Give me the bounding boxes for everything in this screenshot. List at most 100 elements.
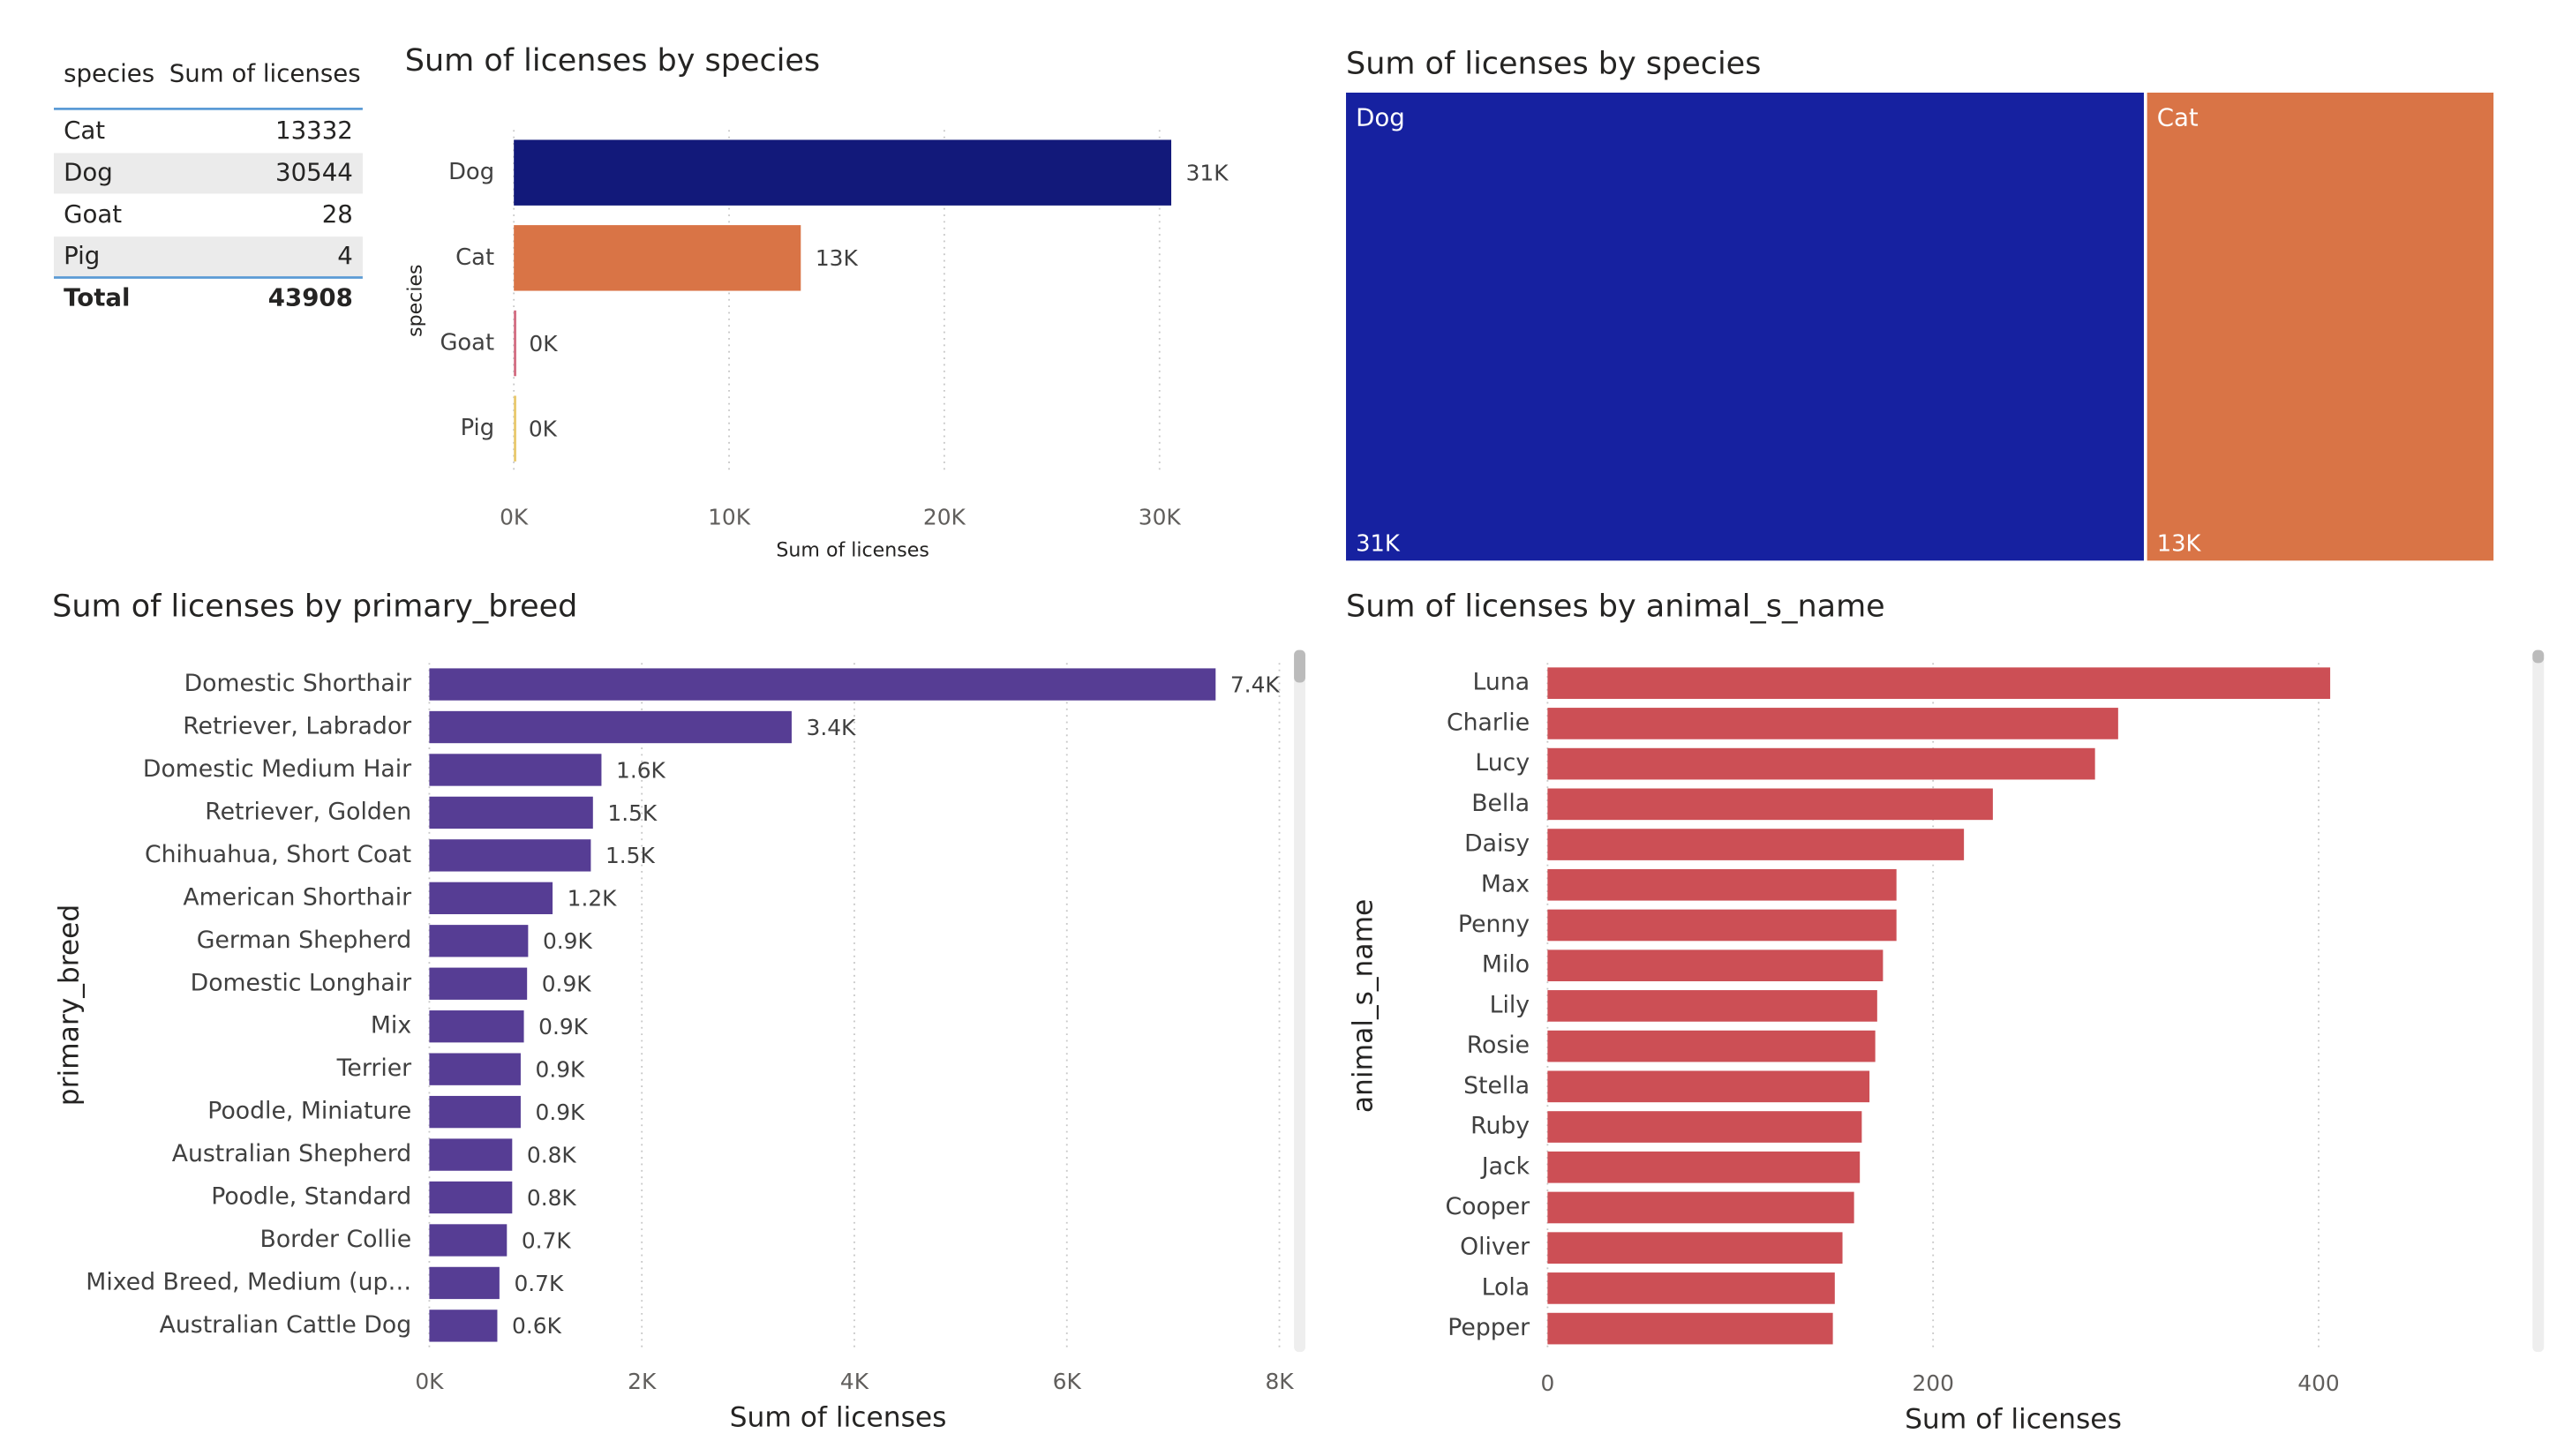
y-tick-label: Stella	[1463, 1072, 1530, 1100]
y-tick-label: Domestic Shorthair	[184, 670, 412, 697]
table-cell: 4	[337, 241, 353, 270]
x-tick-label: 6K	[1053, 1369, 1082, 1394]
x-tick-label: 20K	[923, 504, 966, 529]
data-label: 3.4K	[807, 715, 857, 740]
tile-label: Dog	[1356, 102, 1405, 131]
y-tick-label: Australian Cattle Dog	[160, 1311, 412, 1339]
table-cell: 28	[322, 199, 353, 229]
y-tick-label: Max	[1481, 870, 1530, 897]
bar	[1547, 909, 1897, 942]
data-label: 0K	[529, 417, 558, 442]
y-tick-label: Terrier	[336, 1054, 411, 1082]
bar	[429, 1224, 508, 1257]
x-tick-label: 10K	[708, 504, 751, 529]
data-label: 0.9K	[536, 1057, 586, 1083]
y-tick-label: Lola	[1482, 1273, 1530, 1301]
y-tick-label: Poodle, Miniature	[207, 1098, 411, 1125]
scrollbar	[1294, 649, 1305, 1353]
data-label: 0K	[529, 331, 558, 356]
chart-title: Sum of licenses by primary_breed	[52, 589, 577, 625]
y-tick-label: Cooper	[1445, 1193, 1530, 1220]
x-axis-label: Sum of licenses	[1905, 1403, 2122, 1435]
y-tick-label: American Shorthair	[183, 883, 411, 911]
bar	[1547, 788, 1993, 821]
column-header: Sum of licenses	[169, 59, 361, 88]
table-cell: Cat	[64, 116, 105, 145]
bar	[429, 1095, 521, 1129]
bar	[429, 1266, 500, 1300]
table-cell: 13332	[275, 116, 353, 145]
row-stripe	[54, 153, 363, 194]
bar	[429, 796, 593, 829]
x-tick-label: 400	[2297, 1370, 2339, 1396]
y-tick-label: Retriever, Golden	[205, 798, 411, 825]
y-tick-label: Ruby	[1470, 1113, 1530, 1140]
y-tick-label: Oliver	[1460, 1234, 1530, 1261]
y-tick-label: Chihuahua, Short Coat	[145, 841, 411, 868]
bar	[1547, 1111, 1862, 1143]
bar	[514, 395, 516, 462]
bar	[1547, 708, 2118, 739]
bar	[514, 310, 516, 377]
bar	[429, 1138, 513, 1171]
y-tick-label: Mixed Breed, Medium (up…	[86, 1268, 411, 1295]
bar	[1547, 1030, 1876, 1062]
row-stripe	[54, 236, 363, 278]
bar	[1547, 949, 1884, 982]
y-axis-label: primary_breed	[53, 904, 85, 1107]
bar	[429, 710, 792, 744]
x-tick-label: 200	[1912, 1370, 1953, 1396]
scrollbar-thumb	[1294, 649, 1305, 683]
y-axis-label: animal_s_name	[1347, 899, 1379, 1113]
bar	[514, 139, 1172, 206]
data-label: 0.7K	[522, 1227, 572, 1253]
y-tick-label: Goat	[440, 330, 494, 356]
data-label: 0.6K	[512, 1313, 562, 1339]
total-label: Total	[64, 282, 130, 311]
bar	[1547, 829, 1965, 860]
x-tick-label: 0K	[500, 504, 529, 529]
x-tick-label: 8K	[1265, 1369, 1294, 1394]
bar	[429, 967, 528, 1000]
x-tick-label: 30K	[1139, 504, 1182, 529]
total-value: 43908	[268, 282, 353, 311]
y-tick-label: Lucy	[1475, 749, 1530, 777]
bar	[429, 1181, 513, 1214]
y-tick-label: Dog	[448, 159, 494, 185]
data-label: 0.9K	[536, 1100, 586, 1125]
bar	[1547, 1151, 1861, 1183]
treemap-tile	[2147, 92, 2494, 561]
bar	[429, 1310, 498, 1342]
bar	[429, 1053, 521, 1085]
bar	[1547, 990, 1877, 1022]
bar	[429, 925, 529, 957]
scrollbar	[2532, 649, 2545, 1353]
bar	[1547, 747, 2095, 780]
data-label: 7.4K	[1230, 672, 1281, 697]
treemap-tile	[1346, 92, 2144, 561]
table-cell: 30544	[275, 157, 353, 186]
y-tick-label: Cat	[455, 244, 494, 271]
data-label: 13K	[816, 245, 859, 271]
y-tick-label: Bella	[1471, 790, 1530, 817]
column-header: species	[64, 59, 154, 88]
bar	[429, 882, 553, 915]
x-tick-label: 4K	[840, 1369, 869, 1394]
y-tick-label: German Shepherd	[197, 927, 411, 954]
y-tick-label: Luna	[1473, 669, 1530, 696]
bar	[1547, 1070, 1870, 1103]
y-tick-label: Charlie	[1447, 709, 1530, 736]
y-tick-label: Rosie	[1467, 1032, 1530, 1059]
y-tick-label: Jack	[1480, 1152, 1530, 1180]
data-label: 0.8K	[527, 1185, 577, 1211]
tile-label: Cat	[2157, 102, 2199, 131]
y-tick-label: Lily	[1490, 991, 1530, 1018]
chart-title: Sum of licenses by animal_s_name	[1346, 589, 1885, 625]
y-tick-label: Domestic Longhair	[191, 969, 411, 996]
y-tick-label: Pepper	[1447, 1314, 1530, 1341]
tile-value: 13K	[2157, 530, 2202, 557]
bar	[429, 839, 591, 872]
data-label: 1.2K	[568, 886, 618, 912]
y-tick-label: Australian Shepherd	[172, 1140, 411, 1167]
